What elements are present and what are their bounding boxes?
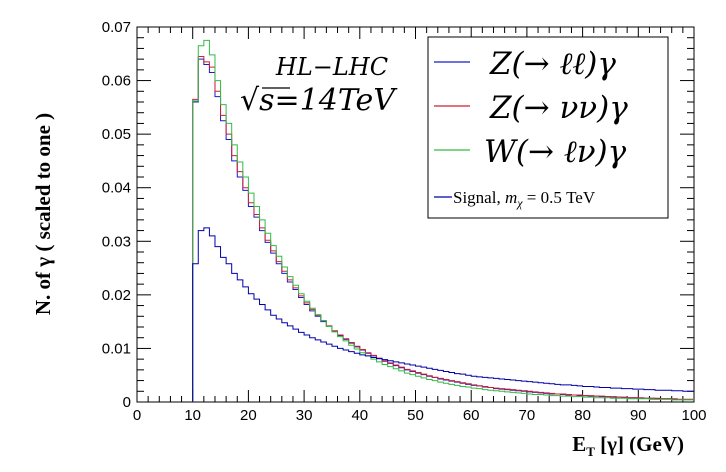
- y-tick-label: 0.07: [102, 19, 131, 36]
- annotation-hl-lhc: HL−LHC: [275, 53, 388, 81]
- legend: Z(→ ℓℓ)γ Z(→ νν)γ W(→ ℓν)γ Signal, mχ = …: [427, 36, 669, 219]
- series-signal: [192, 227, 694, 402]
- legend-label-signal: Signal, mχ = 0.5 TeV: [453, 188, 596, 210]
- annotation-energy: √s=14TeV: [240, 83, 398, 118]
- y-tick-label: 0: [123, 394, 131, 411]
- y-tick-label: 0.01: [102, 340, 131, 357]
- legend-signal-sub: χ: [516, 196, 523, 210]
- legend-label-z-nn: Z(→ νν)γ: [489, 90, 628, 126]
- legend-label-w-ln: W(→ ℓν)γ: [484, 134, 627, 170]
- legend-label-z-ll: Z(→ ℓℓ)γ: [489, 46, 616, 82]
- legend-signal-m: m: [505, 188, 517, 207]
- y-tick-label: 0.04: [102, 180, 131, 197]
- legend-signal-suffix: = 0.5 TeV: [523, 188, 596, 207]
- x-tick-label: 30: [296, 407, 313, 424]
- x-tick-label: 0: [133, 407, 141, 424]
- axis-ticks: [136, 26, 695, 403]
- annotation-sqrt: √s: [240, 83, 275, 118]
- y-tick-labels: 0 0.01 0.02 0.03 0.04 0.05 0.06 0.07: [102, 19, 131, 411]
- legend-signal-prefix: Signal,: [453, 188, 505, 207]
- x-tick-label: 60: [463, 407, 480, 424]
- x-axis-label-main: E: [572, 432, 586, 456]
- x-tick-label: 90: [630, 407, 647, 424]
- x-axis-label: ET [γ] (GeV): [572, 432, 684, 459]
- annotation-eq: =14TeV: [275, 83, 399, 118]
- x-tick-label: 100: [681, 407, 706, 424]
- y-tick-label: 0.02: [102, 287, 131, 304]
- series-w-ln: [192, 39, 694, 402]
- legend-box: [427, 36, 669, 219]
- series-group: [192, 39, 694, 402]
- y-tick-label: 0.05: [102, 126, 131, 143]
- series-z-nn: [192, 55, 694, 402]
- x-axis-label-sub: T: [586, 444, 595, 459]
- y-tick-label: 0.06: [102, 73, 131, 90]
- y-tick-label: 0.03: [102, 233, 131, 250]
- x-tick-labels: 0 10 20 30 40 50 60 70 80 90 100: [133, 407, 707, 424]
- x-tick-label: 40: [351, 407, 368, 424]
- x-tick-label: 20: [240, 407, 257, 424]
- x-tick-label: 80: [574, 407, 591, 424]
- x-tick-label: 50: [407, 407, 424, 424]
- x-axis-label-rest: [γ] (GeV): [595, 432, 684, 456]
- x-tick-label: 10: [184, 407, 201, 424]
- y-axis-label: N. of γ ( scaled to one ): [31, 113, 55, 315]
- x-tick-label: 70: [519, 407, 536, 424]
